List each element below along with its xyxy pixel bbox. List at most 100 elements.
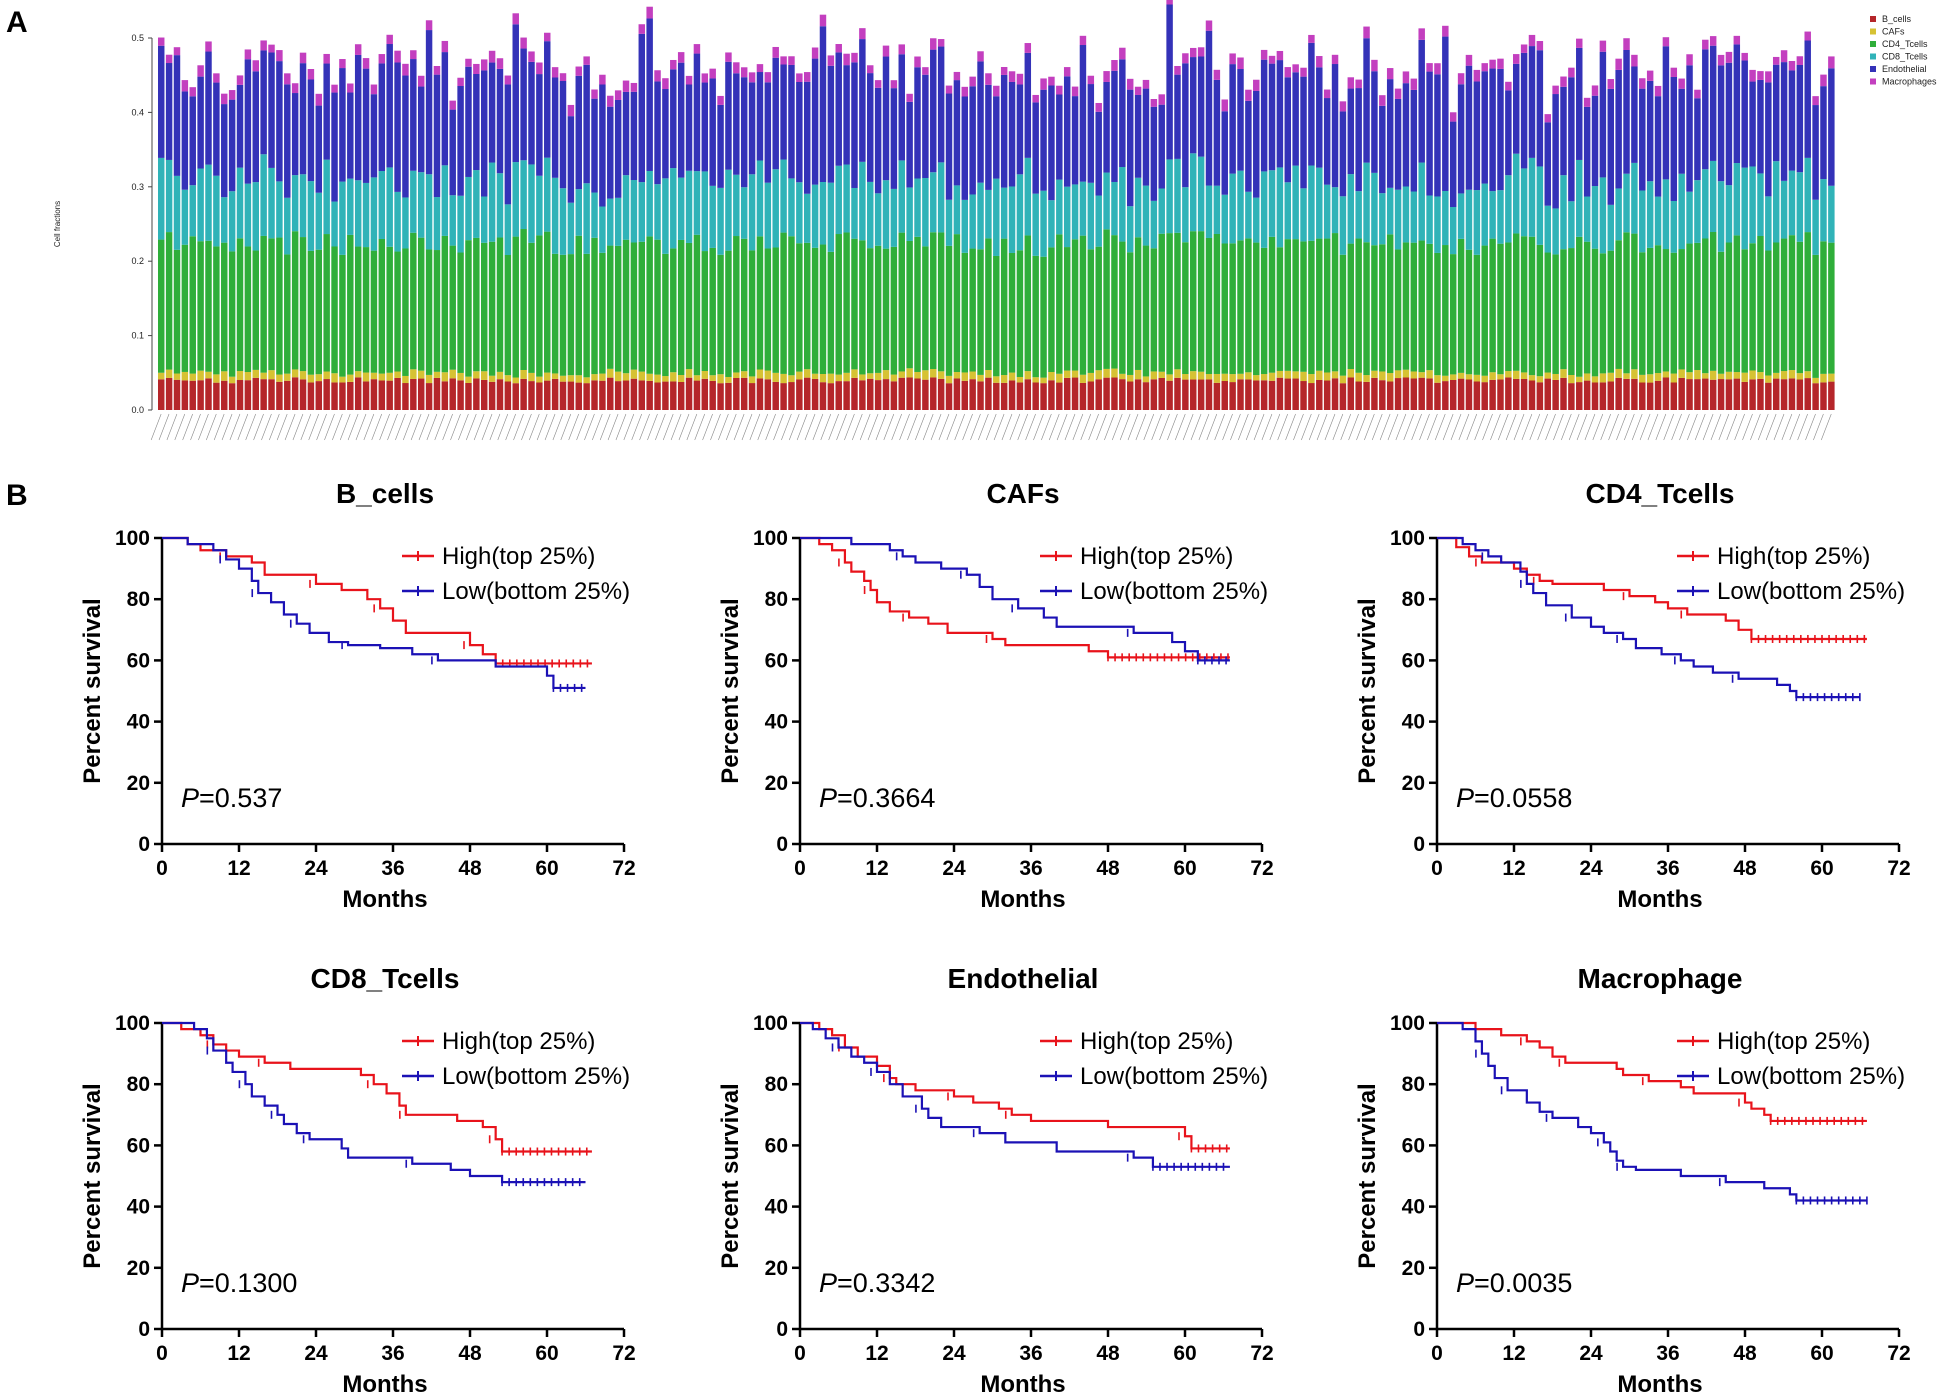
- bar-segment-B_cells: [1331, 378, 1339, 410]
- x-tick-label: 72: [1250, 857, 1273, 880]
- bar-segment-Endothelial: [1379, 105, 1386, 194]
- bar-segment-B_cells: [1166, 380, 1173, 410]
- bar-segment-Macrophages: [1268, 55, 1276, 64]
- stacked-bar: [1576, 97, 1591, 441]
- bar-segment-CD4_Tcells: [339, 254, 346, 377]
- stacked-bar: [1253, 49, 1268, 441]
- stacked-bar: [1041, 76, 1055, 441]
- y-tick-label: 20: [765, 772, 788, 795]
- bar-segment-CD8_Tcells: [1000, 187, 1008, 239]
- bar-segment-CAFs: [1520, 372, 1528, 379]
- bar-segment-Macrophages: [1828, 56, 1835, 69]
- sample-label-mark: [1505, 413, 1517, 441]
- bar-segment-CD4_Tcells: [1426, 243, 1433, 371]
- bar-segment-CAFs: [1158, 371, 1165, 378]
- bar-segment-CD4_Tcells: [953, 234, 961, 373]
- sample-label-mark: [828, 413, 839, 441]
- stacked-bar: [1687, 89, 1701, 441]
- bar-segment-CD4_Tcells: [520, 229, 527, 370]
- sample-label-mark: [852, 413, 863, 441]
- bar-segment-CD8_Tcells: [1040, 190, 1047, 257]
- bar-segment-CD4_Tcells: [1654, 245, 1662, 374]
- bar-segment-Endothelial: [1363, 38, 1370, 163]
- bar-segment-CAFs: [362, 372, 370, 382]
- sample-label-mark: [1088, 413, 1099, 441]
- bar-segment-B_cells: [1410, 378, 1418, 410]
- bar-segment-Macrophages: [961, 86, 969, 97]
- bar-segment-CD8_Tcells: [1481, 183, 1488, 246]
- bar-segment-B_cells: [922, 379, 929, 410]
- bar-segment-Macrophages: [1678, 78, 1685, 89]
- bar-segment-Macrophages: [1497, 58, 1504, 69]
- stacked-bar: [371, 54, 386, 441]
- bar-segment-CD4_Tcells: [449, 245, 456, 370]
- stacked-bar: [253, 40, 267, 441]
- bar-segment-CD4_Tcells: [677, 239, 685, 376]
- bar-segment-Endothelial: [425, 30, 433, 175]
- bar-segment-Endothelial: [1591, 95, 1599, 187]
- bar-segment-B_cells: [914, 378, 921, 410]
- y-tick-label: 100: [1390, 527, 1425, 550]
- stacked-bar: [1316, 89, 1331, 441]
- bar-segment-CD4_Tcells: [1568, 248, 1575, 376]
- bar-segment-B_cells: [630, 378, 638, 410]
- bar-segment-Macrophages: [1197, 47, 1205, 57]
- bar-segment-Macrophages: [922, 67, 929, 75]
- bar-segment-Macrophages: [1040, 78, 1047, 90]
- stacked-bar: [1505, 54, 1520, 441]
- bar-segment-Endothelial: [1560, 86, 1567, 176]
- bar-segment-CAFs: [1095, 370, 1102, 380]
- bar-segment-Macrophages: [181, 80, 189, 92]
- bar-segment-B_cells: [1560, 377, 1567, 410]
- survival-curve-low: [162, 1021, 586, 1184]
- bar-segment-CAFs: [701, 371, 709, 379]
- bar-segment-Endothelial: [465, 66, 472, 177]
- bar-segment-B_cells: [1284, 378, 1292, 410]
- sample-label-mark: [639, 413, 650, 441]
- x-tick-label: 60: [535, 1342, 558, 1365]
- bar-segment-Endothelial: [1197, 56, 1205, 157]
- sample-label-mark: [859, 413, 871, 441]
- bar-segment-Macrophages: [1599, 40, 1607, 52]
- bar-segment-CAFs: [315, 374, 323, 382]
- bar-segment-Endothelial: [394, 62, 401, 192]
- sample-label-mark: [607, 413, 619, 441]
- stacked-bar: [284, 83, 299, 441]
- bar-segment-CD4_Tcells: [851, 238, 858, 370]
- bar-segment-CD4_Tcells: [1717, 251, 1725, 374]
- bar-segment-CD8_Tcells: [1260, 171, 1268, 248]
- bar-segment-CD8_Tcells: [559, 188, 567, 255]
- bar-segment-CAFs: [1576, 376, 1583, 383]
- stacked-bar: [544, 67, 559, 441]
- bar-segment-CD8_Tcells: [670, 168, 677, 249]
- bar-segment-Endothelial: [614, 99, 622, 198]
- bar-segment-CD4_Tcells: [1686, 243, 1693, 373]
- bar-segment-B_cells: [701, 378, 709, 410]
- bar-segment-CD4_Tcells: [1481, 245, 1488, 376]
- bar-segment-B_cells: [520, 378, 527, 410]
- bar-segment-Macrophages: [1229, 53, 1236, 65]
- bar-segment-B_cells: [1449, 380, 1457, 410]
- bar-segment-Endothelial: [567, 116, 575, 203]
- bar-segment-CAFs: [410, 369, 417, 379]
- bar-segment-Endothelial: [1237, 69, 1244, 171]
- bar-segment-CD4_Tcells: [480, 242, 488, 372]
- stacked-bar: [1269, 50, 1284, 441]
- stacked-bar: [812, 14, 827, 441]
- bar-segment-Endothelial: [890, 88, 898, 189]
- bar-segment-CD4_Tcells: [425, 249, 433, 375]
- sample-label-mark: [836, 413, 847, 441]
- bar-segment-CD8_Tcells: [1552, 208, 1559, 255]
- bar-segment-CD8_Tcells: [1623, 173, 1630, 233]
- plot-title: Macrophage: [1578, 963, 1743, 994]
- bar-segment-Macrophages: [851, 52, 858, 63]
- legend-entry-high: High(top 25%): [1717, 1028, 1870, 1055]
- sample-label-mark: [765, 413, 776, 441]
- bar-segment-B_cells: [1402, 377, 1410, 410]
- bar-segment-Endothelial: [536, 74, 543, 176]
- bar-segment-CAFs: [1253, 375, 1260, 381]
- bar-segment-CAFs: [1276, 370, 1284, 378]
- bar-segment-CD8_Tcells: [1804, 157, 1811, 233]
- stacked-bar: [899, 93, 913, 441]
- bar-segment-CD4_Tcells: [607, 245, 614, 369]
